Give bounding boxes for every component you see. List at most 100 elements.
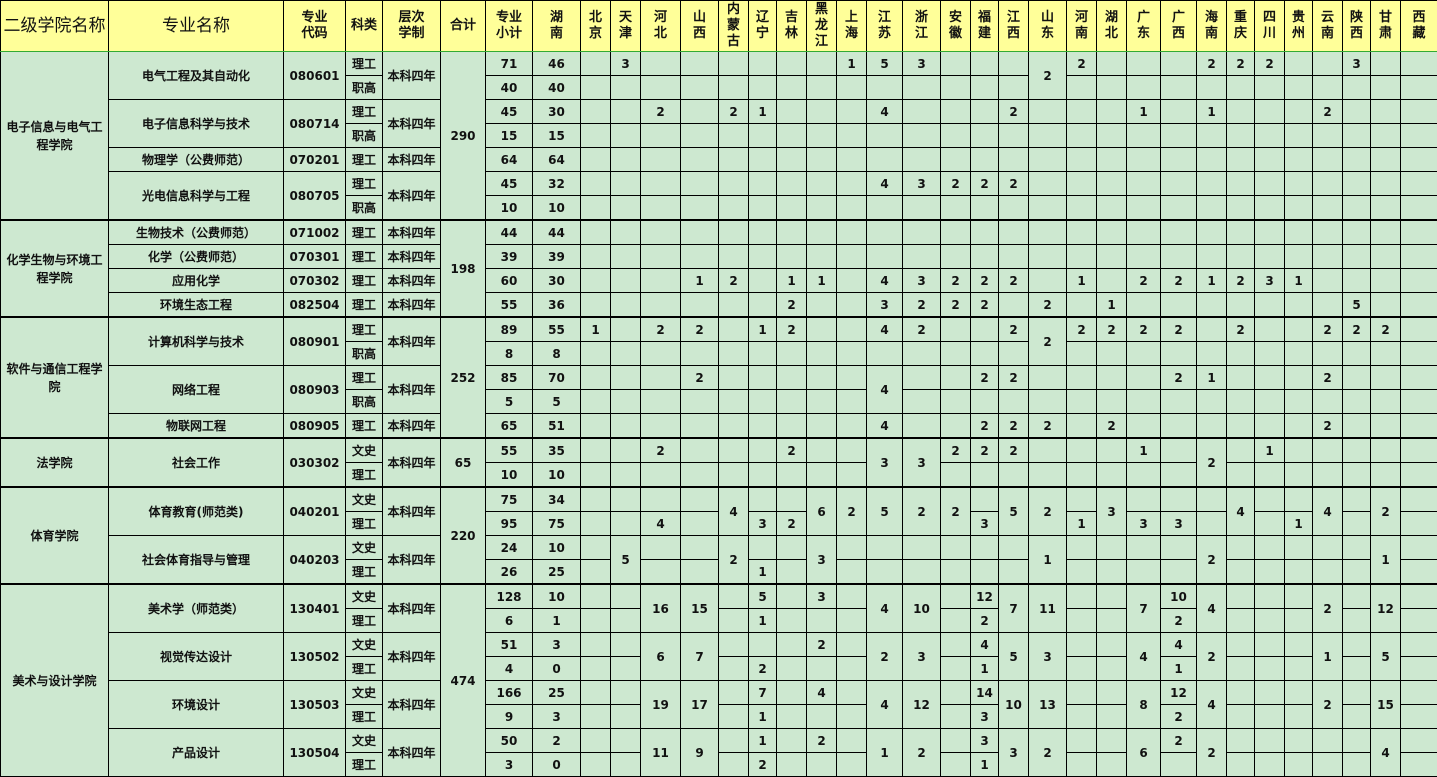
major-subtotal[interactable]: 6 bbox=[486, 609, 533, 633]
province-count[interactable] bbox=[1127, 366, 1161, 390]
province-count[interactable] bbox=[1029, 100, 1067, 124]
province-count[interactable] bbox=[1401, 633, 1437, 657]
province-count[interactable] bbox=[999, 148, 1029, 172]
province-count[interactable] bbox=[807, 124, 837, 148]
province-count[interactable] bbox=[1255, 633, 1285, 657]
province-count[interactable] bbox=[777, 729, 807, 753]
province-count[interactable] bbox=[641, 269, 681, 293]
subject-type[interactable]: 理工 bbox=[346, 100, 383, 124]
major-subtotal[interactable]: 26 bbox=[486, 560, 533, 585]
major-subtotal[interactable]: 4 bbox=[486, 657, 533, 681]
province-count[interactable]: 1 bbox=[1197, 100, 1227, 124]
province-count[interactable] bbox=[1227, 172, 1255, 196]
province-count[interactable] bbox=[1285, 366, 1313, 390]
province-count[interactable] bbox=[1343, 124, 1371, 148]
province-count[interactable] bbox=[719, 245, 749, 269]
header-province[interactable]: 安徽 bbox=[941, 1, 971, 52]
hunan-count[interactable]: 25 bbox=[533, 560, 581, 585]
major-code[interactable]: 080714 bbox=[284, 100, 346, 148]
province-count[interactable]: 2 bbox=[971, 293, 999, 318]
province-count[interactable] bbox=[999, 76, 1029, 100]
province-count[interactable] bbox=[1067, 414, 1097, 439]
province-count[interactable] bbox=[1343, 438, 1371, 463]
province-count[interactable]: 2 bbox=[807, 633, 837, 657]
province-count[interactable] bbox=[1255, 148, 1285, 172]
province-count[interactable]: 2 bbox=[777, 438, 807, 463]
province-count[interactable] bbox=[1097, 584, 1127, 609]
province-count[interactable] bbox=[837, 584, 867, 609]
major-subtotal[interactable]: 128 bbox=[486, 584, 533, 609]
province-count[interactable] bbox=[581, 172, 611, 196]
province-count[interactable] bbox=[1285, 487, 1313, 512]
province-count[interactable] bbox=[1343, 657, 1371, 681]
province-count[interactable]: 2 bbox=[1371, 317, 1401, 342]
province-count[interactable] bbox=[971, 317, 999, 342]
province-count[interactable] bbox=[903, 390, 941, 414]
province-count[interactable]: 17 bbox=[681, 681, 719, 729]
province-count[interactable] bbox=[719, 220, 749, 245]
province-count[interactable] bbox=[1227, 536, 1255, 560]
province-count[interactable]: 2 bbox=[999, 366, 1029, 390]
province-count[interactable] bbox=[719, 148, 749, 172]
province-count[interactable] bbox=[837, 76, 867, 100]
hunan-count[interactable]: 10 bbox=[533, 196, 581, 221]
province-count[interactable] bbox=[1227, 124, 1255, 148]
province-count[interactable]: 1 bbox=[749, 729, 777, 753]
province-count[interactable] bbox=[1161, 52, 1197, 76]
province-count[interactable]: 2 bbox=[903, 729, 941, 777]
province-count[interactable] bbox=[1343, 245, 1371, 269]
province-count[interactable]: 1 bbox=[777, 269, 807, 293]
major-name[interactable]: 电子信息科学与技术 bbox=[109, 100, 284, 148]
province-count[interactable] bbox=[1029, 438, 1067, 463]
province-count[interactable] bbox=[581, 705, 611, 729]
province-count[interactable] bbox=[1371, 366, 1401, 390]
province-count[interactable] bbox=[1401, 76, 1437, 100]
province-count[interactable]: 2 bbox=[777, 512, 807, 536]
province-count[interactable] bbox=[681, 487, 719, 512]
province-count[interactable] bbox=[1313, 220, 1343, 245]
province-count[interactable] bbox=[837, 196, 867, 221]
subject-type[interactable]: 理工 bbox=[346, 560, 383, 585]
province-count[interactable] bbox=[1161, 100, 1197, 124]
province-count[interactable] bbox=[941, 366, 971, 390]
major-subtotal[interactable]: 10 bbox=[486, 463, 533, 488]
province-count[interactable]: 2 bbox=[971, 172, 999, 196]
province-count[interactable] bbox=[777, 609, 807, 633]
province-count[interactable] bbox=[1371, 342, 1401, 366]
major-code[interactable]: 080601 bbox=[284, 52, 346, 100]
header-province[interactable]: 西藏 bbox=[1401, 1, 1437, 52]
province-count[interactable]: 3 bbox=[867, 438, 903, 487]
province-count[interactable] bbox=[641, 148, 681, 172]
province-count[interactable] bbox=[1161, 196, 1197, 221]
province-count[interactable]: 2 bbox=[719, 269, 749, 293]
subject-type[interactable]: 理工 bbox=[346, 463, 383, 488]
header-type[interactable]: 科类 bbox=[346, 1, 383, 52]
province-count[interactable] bbox=[719, 76, 749, 100]
province-count[interactable] bbox=[681, 390, 719, 414]
header-college[interactable]: 二级学院名称 bbox=[1, 1, 109, 52]
province-count[interactable] bbox=[1197, 172, 1227, 196]
province-count[interactable] bbox=[1197, 124, 1227, 148]
province-count[interactable] bbox=[719, 705, 749, 729]
province-count[interactable] bbox=[749, 438, 777, 463]
province-count[interactable]: 7 bbox=[1127, 584, 1161, 633]
province-count[interactable] bbox=[807, 414, 837, 439]
level-duration[interactable]: 本科四年 bbox=[383, 317, 441, 366]
province-count[interactable] bbox=[837, 560, 867, 585]
province-count[interactable]: 12 bbox=[971, 584, 999, 609]
province-count[interactable] bbox=[1067, 196, 1097, 221]
province-count[interactable] bbox=[941, 681, 971, 705]
major-code[interactable]: 070302 bbox=[284, 269, 346, 293]
college-name[interactable]: 美术与设计学院 bbox=[1, 584, 109, 777]
province-count[interactable] bbox=[1401, 148, 1437, 172]
province-count[interactable] bbox=[903, 196, 941, 221]
province-count[interactable]: 5 bbox=[1343, 293, 1371, 318]
province-count[interactable] bbox=[777, 196, 807, 221]
province-count[interactable]: 10 bbox=[999, 681, 1029, 729]
header-level[interactable]: 层次 学制 bbox=[383, 1, 441, 52]
province-count[interactable] bbox=[581, 609, 611, 633]
province-count[interactable] bbox=[941, 633, 971, 657]
level-duration[interactable]: 本科四年 bbox=[383, 414, 441, 439]
hunan-count[interactable]: 15 bbox=[533, 124, 581, 148]
province-count[interactable] bbox=[941, 584, 971, 609]
